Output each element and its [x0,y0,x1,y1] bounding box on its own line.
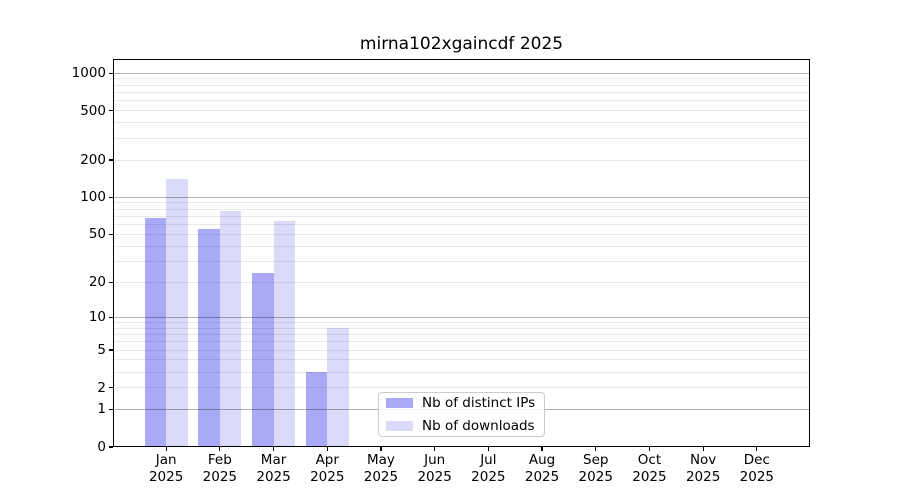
x-tick-label: Nov 2025 [685,452,721,485]
y-tick-label: 1 [97,401,106,418]
gridline [113,72,810,74]
x-tick-label: May 2025 [363,452,399,485]
x-tick-mark [702,447,704,451]
x-tick-mark [648,447,651,451]
y-tick-label: 50 [88,226,106,243]
gridline [113,215,810,217]
x-tick-label: Sep 2025 [578,452,613,485]
y-tick-mark [109,349,113,351]
x-tick-mark [326,447,328,451]
x-tick-mark [487,447,489,451]
y-tick-label: 10 [88,309,106,326]
x-tick-mark [756,447,758,451]
x-tick-mark [541,447,543,451]
y-tick-mark [109,196,113,198]
x-tick-mark [165,447,167,451]
x-tick-mark [380,447,382,451]
legend-swatch-distinct-ips [386,398,413,408]
x-tick-label: Aug 2025 [524,452,560,485]
gridline [113,359,810,361]
y-tick-label: 1000 [71,65,106,82]
y-tick-mark [109,110,113,112]
x-tick-mark [434,447,436,451]
gridline [113,281,810,283]
x-tick-label: Jun 2025 [417,452,452,485]
x-tick-label: Apr 2025 [310,452,345,485]
gridline [113,260,810,262]
gridline [113,202,810,204]
gridline [113,78,810,80]
gridline [113,233,810,235]
legend-label-downloads: Nb of downloads [422,418,535,434]
gridline [113,110,810,112]
x-tick-label: Oct 2025 [632,452,667,485]
bar-nb-of-distinct-ips-apr [305,372,328,447]
gridline [113,100,810,102]
y-tick-mark [109,72,113,74]
gridline [113,137,810,139]
gridline [113,371,810,373]
x-tick-mark [272,447,275,451]
y-tick-label: 5 [97,342,106,359]
x-tick-mark [595,447,597,451]
y-tick-mark [109,159,113,161]
y-tick-label: 20 [88,274,106,291]
x-tick-label: Mar 2025 [256,452,291,485]
gridline [113,341,810,343]
bar-nb-of-downloads-feb [219,210,242,447]
gridline [113,316,810,318]
x-tick-label: Dec 2025 [739,452,774,485]
y-tick-label: 2 [97,379,106,396]
x-tick-label: Jan 2025 [148,452,184,485]
gridline [113,159,810,161]
plot-area [113,59,810,447]
x-tick-label: Jul 2025 [471,452,506,485]
legend-label-distinct-ips: Nb of distinct IPs [422,395,536,411]
gridline [113,327,810,329]
x-tick-label: Feb 2025 [202,452,238,485]
legend-swatch-downloads [386,421,413,431]
gridline [113,321,810,323]
y-tick-mark [109,386,113,389]
gridline [113,91,810,93]
gridline [113,245,810,247]
y-tick-mark [109,446,113,448]
gridline [113,122,810,124]
legend: Nb of distinct IPs Nb of downloads [378,392,545,437]
y-tick-mark [109,233,113,235]
bar-nb-of-downloads-jan [166,179,188,447]
bar-nb-of-downloads-apr [327,328,349,447]
gridline [113,196,810,198]
y-tick-mark [109,281,113,283]
bar-nb-of-distinct-ips-jan [144,217,167,447]
bar-nb-of-distinct-ips-feb [198,229,220,447]
gridline [113,208,810,210]
gridline [113,84,810,86]
y-tick-label: 0 [97,439,106,455]
y-tick-mark [109,408,113,411]
legend-item-distinct-ips: Nb of distinct IPs [386,395,544,411]
bar-nb-of-distinct-ips-mar [252,272,274,447]
x-tick-mark [219,447,221,451]
bar-nb-of-downloads-mar [273,221,296,447]
y-tick-mark [109,316,113,318]
y-tick-label: 500 [80,102,106,119]
gridline [113,334,810,335]
y-tick-label: 200 [80,152,106,169]
y-tick-label: 100 [80,189,106,206]
gridline [113,387,810,389]
gridline [113,349,810,351]
legend-item-downloads: Nb of downloads [386,418,544,434]
gridline [113,224,810,226]
chart-title: mirna102xgaincdf 2025 [359,34,564,54]
